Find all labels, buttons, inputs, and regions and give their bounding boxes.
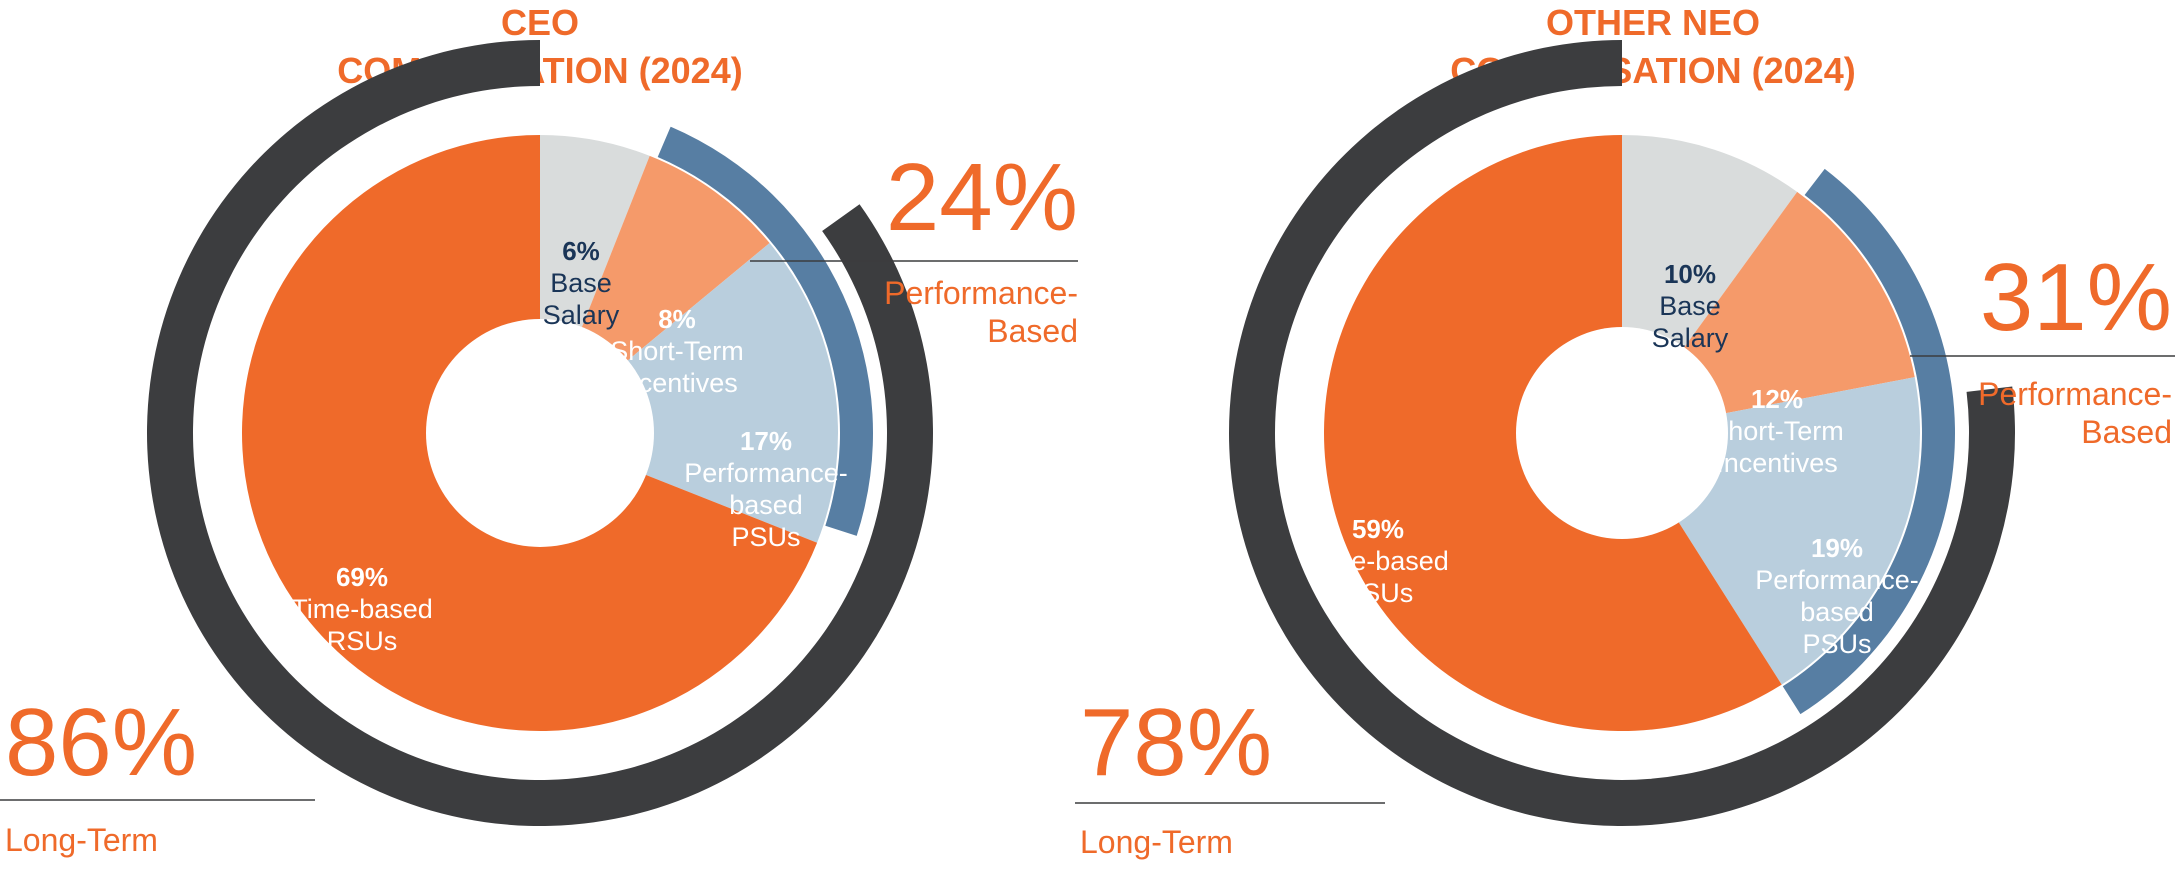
data-label-short-term-name: Short-Term Incentives (1710, 416, 1844, 478)
data-label-psu-name: Performance-based PSUs (1755, 565, 1919, 659)
data-label-rsu-name-line: RSUs (1343, 578, 1414, 608)
data-label-base-salary-name-line: Salary (543, 300, 620, 330)
data-label-rsu-name-line: Time-based (291, 594, 433, 624)
chart-panel-1: CEOCOMPENSATION (2024)6%BaseSalary8%Shor… (0, 2, 1078, 858)
long-term-label: Long-Term (1080, 824, 1233, 860)
performance-based-label-line: Based (987, 313, 1078, 349)
data-label-short-term-pct: 8% (658, 304, 696, 334)
long-term-total: 78% (1080, 689, 1272, 796)
data-label-psu-name-line: Performance- (1755, 565, 1919, 595)
long-term-label-line: Long-Term (5, 822, 158, 858)
data-label-psu-name-line: PSUs (731, 522, 800, 552)
data-label-psu-pct: 17% (740, 426, 792, 456)
chart-title-line: OTHER NEO (1546, 2, 1760, 43)
data-label-psu-name-line: Performance- (684, 458, 848, 488)
data-label-short-term-name-line: Incentives (616, 368, 738, 398)
data-label-short-term-name-line: Incentives (1716, 448, 1838, 478)
performance-based-label-line: Based (2081, 414, 2172, 450)
performance-based-ring (657, 126, 873, 536)
data-label-psu-name: Performance-based PSUs (684, 458, 848, 552)
performance-based-label: Performance-Based (1978, 376, 2172, 450)
performance-based-ring (1782, 168, 1955, 715)
data-label-base-salary-pct: 10% (1664, 259, 1716, 289)
data-label-short-term-name: Short-Term Incentives (610, 336, 744, 398)
data-label-base-salary-name: Base Salary (1652, 291, 1729, 353)
data-label-base-salary-name-line: Salary (1652, 323, 1729, 353)
data-label-rsu-name: Time-based RSUs (291, 594, 433, 656)
long-term-total: 86% (5, 689, 197, 796)
data-label-rsu-name-line: Time-based (1307, 546, 1449, 576)
donut-hole (426, 319, 654, 547)
data-label-psu-name-line: PSUs (1802, 629, 1871, 659)
long-term-label: Long-Term (5, 822, 158, 858)
data-label-short-term-pct: 12% (1751, 384, 1803, 414)
chart-title-line: CEO (501, 2, 579, 43)
data-label-psu-pct: 19% (1811, 533, 1863, 563)
data-label-short-term-name-line: Short-Term (1710, 416, 1844, 446)
performance-based-total: 24% (886, 144, 1078, 251)
data-label-rsu-name: Time-based RSUs (1307, 546, 1449, 608)
data-label-base-salary-name: Base Salary (543, 268, 620, 330)
performance-based-label-line: Performance- (1978, 376, 2172, 412)
performance-based-total: 31% (1980, 244, 2172, 351)
data-label-rsu-pct: 59% (1352, 514, 1404, 544)
data-label-base-salary-name-line: Base (1659, 291, 1721, 321)
pie-slice-psu (540, 243, 838, 543)
data-label-short-term-name-line: Short-Term (610, 336, 744, 366)
performance-based-label: Performance-Based (884, 275, 1078, 349)
data-label-base-salary-pct: 6% (562, 236, 600, 266)
data-label-rsu-name-line: RSUs (327, 626, 398, 656)
donut-hole (1516, 327, 1728, 539)
data-label-base-salary-name-line: Base (550, 268, 612, 298)
long-term-label-line: Long-Term (1080, 824, 1233, 860)
data-label-psu-name-line: based (1800, 597, 1874, 627)
data-label-rsu-pct: 69% (336, 562, 388, 592)
chart-panel-2: OTHER NEO COMPENSATION (2024)10%Base Salar… (1075, 2, 2175, 860)
performance-based-label-line: Performance- (884, 275, 1078, 311)
data-label-psu-name-line: based (729, 490, 803, 520)
